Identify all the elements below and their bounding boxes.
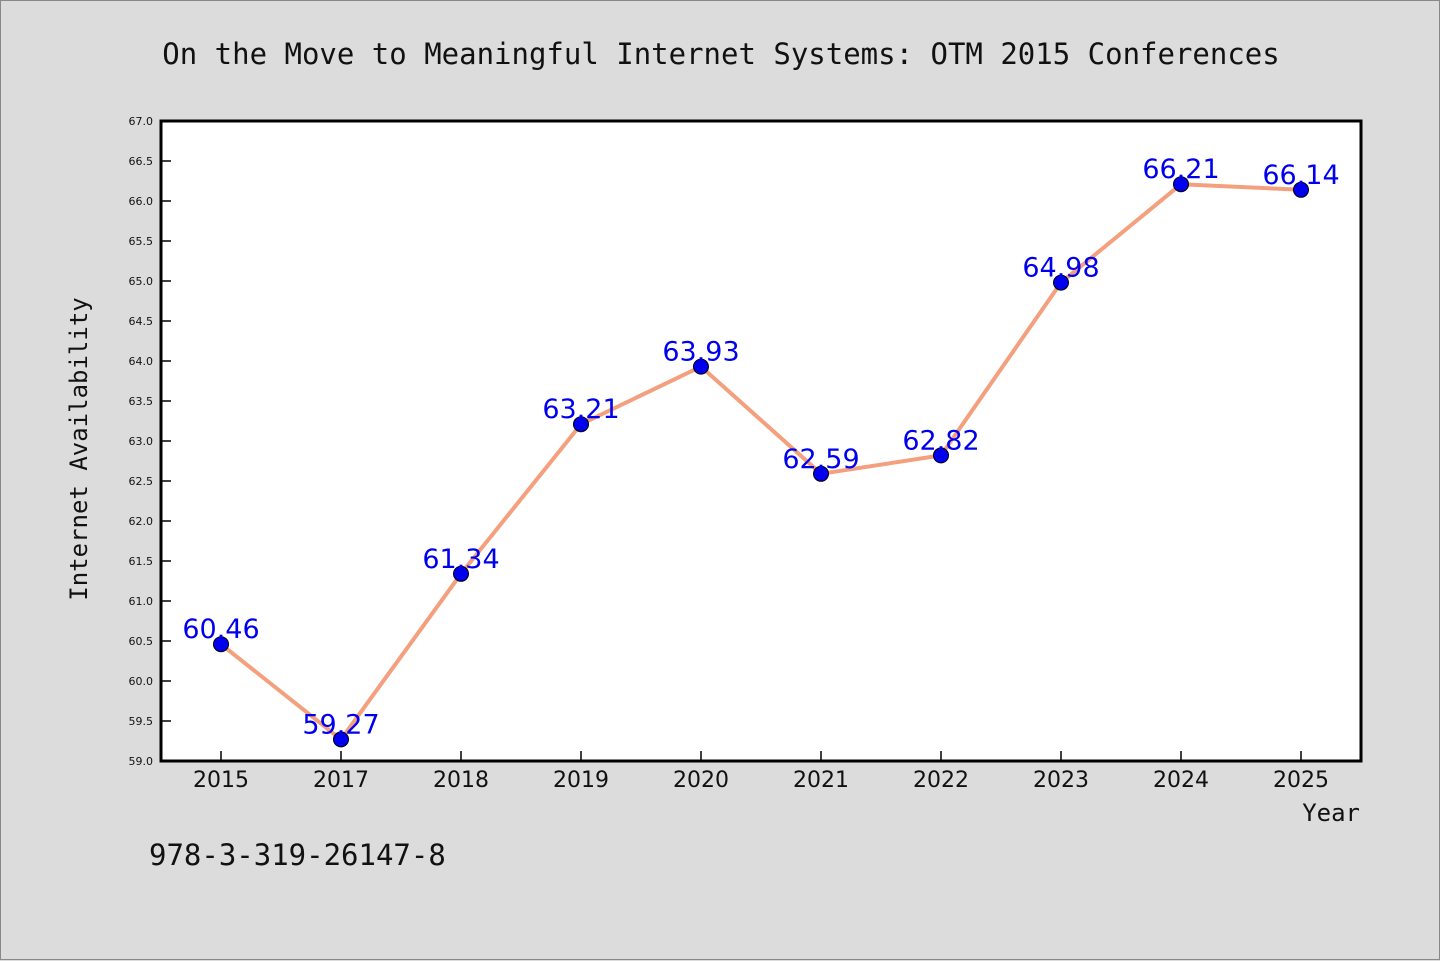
data-label-2025: 66.14	[1262, 160, 1339, 191]
x-tick-label: 2025	[1273, 768, 1329, 793]
x-tick-label: 2015	[193, 768, 249, 793]
data-point-2015	[213, 636, 229, 653]
y-axis-ticks: 59.0 59.5 60.0 60.5 61.0 61.5 62.0 62.5 63.0 63.5…	[129, 115, 171, 768]
y-tick-label: 62.0	[129, 515, 154, 528]
x-axis-label: Year	[1302, 799, 1360, 827]
data-label-2019: 63.21	[542, 394, 619, 425]
data-point-2021	[813, 465, 829, 482]
y-tick-label: 61.0	[129, 595, 154, 608]
data-labels: 60.46 59.27 61.34 63.21 63.93 62.59 62.82 64.98…	[182, 154, 1339, 740]
y-tick-label: 64.5	[129, 315, 154, 328]
data-point-2018	[453, 565, 469, 582]
x-tick-label: 2022	[913, 768, 969, 793]
data-label-2017: 59.27	[302, 709, 379, 740]
data-label-2024: 66.21	[1142, 154, 1219, 185]
data-label-2022: 62.82	[902, 425, 979, 456]
y-tick-label: 67.0	[129, 115, 154, 128]
data-label-2015: 60.46	[182, 614, 259, 645]
data-point-2023	[1053, 274, 1069, 291]
y-tick-label: 59.0	[129, 755, 154, 768]
data-point-2024	[1173, 176, 1189, 193]
data-point-2022	[933, 447, 949, 464]
data-label-2021: 62.59	[782, 444, 859, 475]
y-axis-label: Internet Availability	[65, 297, 93, 600]
x-tick-label: 2024	[1153, 768, 1209, 793]
series-markers	[213, 176, 1309, 748]
x-tick-label: 2023	[1033, 768, 1089, 793]
x-tick-label: 2021	[793, 768, 849, 793]
y-tick-label: 62.5	[129, 475, 154, 488]
y-tick-label: 63.0	[129, 435, 154, 448]
y-tick-label: 60.5	[129, 635, 154, 648]
y-tick-label: 64.0	[129, 355, 154, 368]
x-tick-label: 2019	[553, 768, 609, 793]
y-tick-label: 65.0	[129, 275, 154, 288]
data-point-2020	[693, 358, 709, 375]
y-tick-label: 60.0	[129, 675, 154, 688]
y-tick-label: 66.0	[129, 195, 154, 208]
data-label-2018: 61.34	[422, 544, 499, 575]
plot-area	[159, 119, 1363, 763]
y-tick-label: 66.5	[129, 155, 154, 168]
isbn-footnote: 978-3-319-26147-8	[149, 838, 446, 872]
x-tick-label: 2017	[313, 768, 369, 793]
x-tick-label: 2018	[433, 768, 489, 793]
data-point-2017	[333, 731, 349, 748]
chart-title: On the Move to Meaningful Internet Syste…	[162, 37, 1279, 71]
x-tick-label: 2020	[673, 768, 729, 793]
data-label-2023: 64.98	[1022, 253, 1099, 284]
y-tick-label: 59.5	[129, 715, 154, 728]
y-tick-label: 65.5	[129, 235, 154, 248]
y-tick-label: 61.5	[129, 555, 154, 568]
x-axis-ticks: 2015 2017 2018 2019 2020 2021 2022 2023 2024 2025	[193, 751, 1329, 793]
data-point-2025	[1293, 181, 1309, 198]
y-tick-label: 63.5	[129, 395, 154, 408]
series-line	[219, 182, 1303, 742]
data-point-2019	[573, 416, 589, 433]
data-label-2020: 63.93	[662, 337, 739, 368]
